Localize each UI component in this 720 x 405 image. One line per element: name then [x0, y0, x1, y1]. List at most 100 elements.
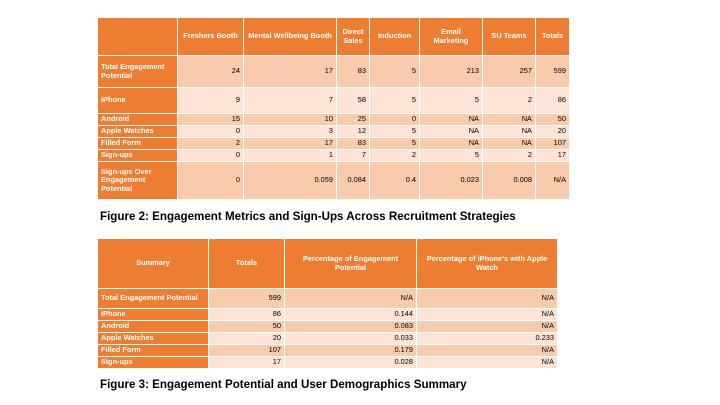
table-cell: 24	[177, 55, 244, 88]
row-label: iPhone	[97, 308, 209, 321]
table-cell: NA	[419, 137, 483, 150]
table-cell: NA	[419, 113, 483, 126]
table-row: Total Engagement Potential 599 N/A N/A	[97, 288, 558, 309]
table1-header-su-teams: SU Teams	[482, 17, 536, 56]
engagement-metrics-table: Freshers Booth Mental Wellbeing Booth Di…	[97, 17, 570, 200]
table-cell: 0.028	[284, 356, 417, 369]
table1-header-email-marketing: Email Marketing	[419, 17, 483, 56]
row-label: Filled Form	[97, 137, 178, 150]
table-cell: 0	[177, 125, 244, 138]
row-label: iPhone	[97, 87, 178, 114]
table-cell: 20	[208, 332, 285, 345]
table-row: Total Engagement Potential 24 17 83 5 21…	[97, 55, 570, 88]
table-cell: 9	[177, 87, 244, 114]
table2-header-row: Summary Totals Percentage of Engagement …	[97, 238, 558, 289]
table-cell: N/A	[535, 161, 570, 200]
table-cell: 17	[243, 55, 337, 88]
table-cell: 7	[336, 149, 370, 162]
table-cell: 5	[419, 149, 483, 162]
table1-header-mental-wellbeing-booth: Mental Wellbeing Booth	[243, 17, 337, 56]
table-cell: 0	[177, 161, 244, 200]
table-cell: 25	[336, 113, 370, 126]
table-cell: 0	[369, 113, 420, 126]
table-cell: 83	[336, 55, 370, 88]
table2-header-percentage-apple-watch: Percentage of iPhone's with Apple Watch	[416, 238, 558, 289]
table1-header-corner	[97, 17, 178, 56]
table-row: iPhone 9 7 58 5 5 2 86	[97, 87, 570, 114]
table-cell: 0.233	[416, 332, 558, 345]
row-label: Sign-ups	[97, 149, 178, 162]
table-cell: 0	[177, 149, 244, 162]
figure-3-caption: Figure 3: Engagement Potential and User …	[100, 378, 467, 391]
table-cell: 213	[419, 55, 483, 88]
table-cell: 50	[208, 320, 285, 333]
table-cell: NA	[482, 137, 536, 150]
table-cell: 3	[243, 125, 337, 138]
table-cell: 2	[482, 87, 536, 114]
table1-header-totals: Totals	[535, 17, 570, 56]
table-cell: 599	[208, 288, 285, 309]
table1-header-induction: Induction	[369, 17, 420, 56]
table-cell: NA	[419, 125, 483, 138]
table-cell: 5	[369, 125, 420, 138]
table-cell: 257	[482, 55, 536, 88]
row-label: Android	[97, 113, 178, 126]
table-cell: 17	[243, 137, 337, 150]
table-cell: 5	[369, 137, 420, 150]
table-cell: 58	[336, 87, 370, 114]
table-cell: 0.033	[284, 332, 417, 345]
table-cell: 107	[208, 344, 285, 357]
table-cell: 17	[208, 356, 285, 369]
table-cell: 2	[369, 149, 420, 162]
table2-header-percentage-engagement: Percentage of Engagement Potential	[284, 238, 417, 289]
engagement-summary-table: Summary Totals Percentage of Engagement …	[97, 238, 558, 369]
table-cell: N/A	[284, 288, 417, 309]
table-cell: 2	[177, 137, 244, 150]
table-cell: 12	[336, 125, 370, 138]
table-row: Filled Form 107 0.179 N/A	[97, 344, 558, 357]
table-cell: 86	[535, 87, 570, 114]
table-row: Android 15 10 25 0 NA NA 50	[97, 113, 570, 126]
row-label: Sign-ups Over Engagement Potential	[97, 161, 178, 200]
table-cell: 5	[369, 87, 420, 114]
table1-header-freshers-booth: Freshers Booth	[177, 17, 244, 56]
table-cell: 0.059	[243, 161, 337, 200]
table-cell: 0.144	[284, 308, 417, 321]
table-cell: NA	[482, 113, 536, 126]
table2-header-totals: Totals	[208, 238, 285, 289]
row-label: Apple Watches	[97, 125, 178, 138]
table-cell: 599	[535, 55, 570, 88]
row-label: Filled Form	[97, 344, 209, 357]
table1-header-row: Freshers Booth Mental Wellbeing Booth Di…	[97, 17, 570, 56]
table-cell: 17	[535, 149, 570, 162]
table-cell: N/A	[416, 288, 558, 309]
table-row: Android 50 0.083 N/A	[97, 320, 558, 333]
table-cell: 107	[535, 137, 570, 150]
table-cell: N/A	[416, 344, 558, 357]
table-cell: 50	[535, 113, 570, 126]
table-cell: 86	[208, 308, 285, 321]
table-row: iPhone 86 0.144 N/A	[97, 308, 558, 321]
table-row: Sign-ups Over Engagement Potential 0 0.0…	[97, 161, 570, 200]
table-row: Sign-ups 0 1 7 2 5 2 17	[97, 149, 570, 162]
table-cell: N/A	[416, 308, 558, 321]
table2-header-summary: Summary	[97, 238, 209, 289]
table-cell: N/A	[416, 356, 558, 369]
table-cell: 0.084	[336, 161, 370, 200]
table-row: Apple Watches 0 3 12 5 NA NA 20	[97, 125, 570, 138]
table-cell: 15	[177, 113, 244, 126]
table-cell: NA	[482, 125, 536, 138]
table-row: Filled Form 2 17 83 5 NA NA 107	[97, 137, 570, 150]
table-cell: 0.4	[369, 161, 420, 200]
table-cell: 10	[243, 113, 337, 126]
table-cell: 0.083	[284, 320, 417, 333]
table1-header-direct-sales: Direct Sales	[336, 17, 370, 56]
row-label: Total Engagement Potential	[97, 55, 178, 88]
table-cell: 5	[369, 55, 420, 88]
table-cell: 7	[243, 87, 337, 114]
figure-2-caption: Figure 2: Engagement Metrics and Sign-Up…	[100, 210, 516, 223]
table-cell: 0.179	[284, 344, 417, 357]
row-label: Sign-ups	[97, 356, 209, 369]
table-row: Sign-ups 17 0.028 N/A	[97, 356, 558, 369]
table-cell: 0.008	[482, 161, 536, 200]
